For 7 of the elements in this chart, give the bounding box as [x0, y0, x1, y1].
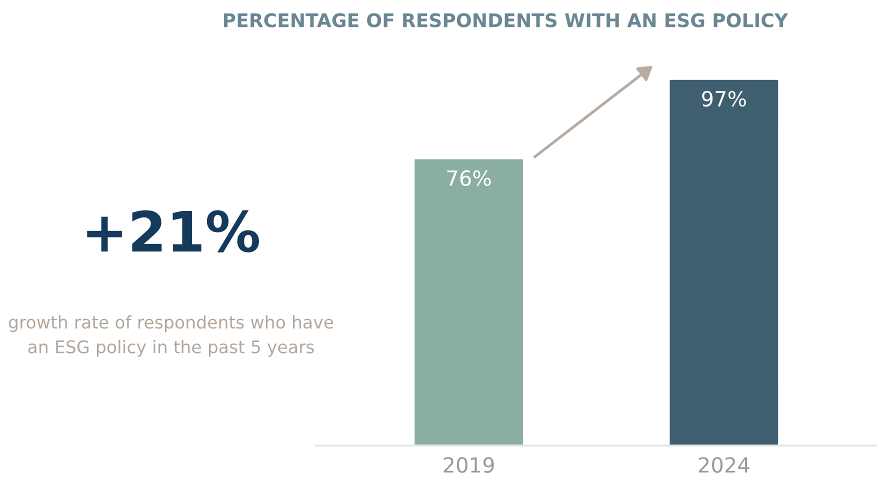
x-tick-label: 2019	[444, 457, 494, 473]
annotation: growth rate of respondents who have an ESG policy in the past 5 years	[8, 315, 334, 357]
text: +21%	[87, 210, 260, 252]
chart-title: PERCENTAGE OF RESPONDENTS WITH AN ESG POLICY	[224, 13, 788, 28]
data-label: 76%	[447, 170, 491, 186]
x-tick-label: 2024	[698, 457, 750, 473]
data-label: 97%	[702, 90, 746, 107]
